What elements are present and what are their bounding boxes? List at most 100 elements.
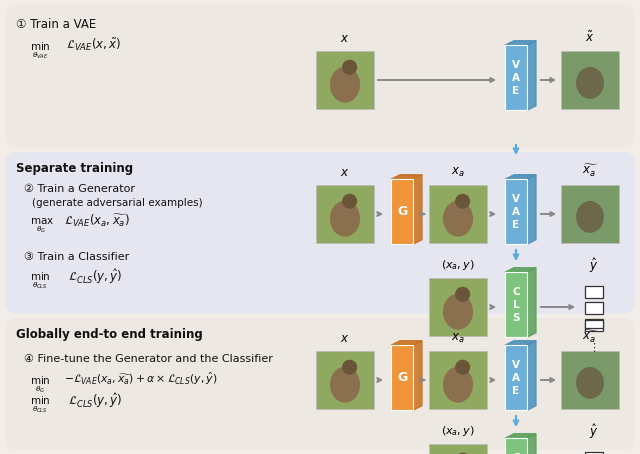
Text: $\widetilde{x_a}$: $\widetilde{x_a}$ <box>582 163 598 179</box>
Text: G: G <box>397 205 407 218</box>
FancyBboxPatch shape <box>5 4 635 148</box>
Ellipse shape <box>342 360 357 375</box>
Polygon shape <box>527 341 536 410</box>
Text: A: A <box>512 207 520 217</box>
Ellipse shape <box>342 194 357 209</box>
Text: $\mathcal{L}_{CLS}(y, \hat{y})$: $\mathcal{L}_{CLS}(y, \hat{y})$ <box>68 267 122 286</box>
Ellipse shape <box>576 201 604 233</box>
Bar <box>505 179 527 244</box>
Bar <box>429 444 487 454</box>
Text: Globally end-to end training: Globally end-to end training <box>16 328 203 341</box>
Text: $-\mathcal{L}_{VAE}(x_a, \widetilde{x_a}) + \alpha \times \mathcal{L}_{CLS}(y, \: $-\mathcal{L}_{VAE}(x_a, \widetilde{x_a}… <box>64 371 218 387</box>
Bar <box>585 286 603 297</box>
Bar <box>561 51 619 109</box>
Text: $x$: $x$ <box>340 332 349 345</box>
Text: $x$: $x$ <box>340 166 349 179</box>
Bar <box>429 185 487 243</box>
Bar <box>585 302 603 314</box>
Text: A: A <box>512 73 520 83</box>
FancyBboxPatch shape <box>5 318 635 450</box>
Text: $\tilde{x}$: $\tilde{x}$ <box>586 31 595 45</box>
Polygon shape <box>391 175 422 179</box>
Text: $\mathcal{L}_{CLS}(y, \hat{y})$: $\mathcal{L}_{CLS}(y, \hat{y})$ <box>68 391 122 410</box>
Text: E: E <box>513 220 520 230</box>
Text: $(x_a, y)$: $(x_a, y)$ <box>441 258 475 272</box>
Text: V: V <box>512 60 520 70</box>
Ellipse shape <box>455 194 470 209</box>
Text: G: G <box>397 371 407 384</box>
Text: $\hat{y}$: $\hat{y}$ <box>589 256 598 275</box>
Text: $\widetilde{x_a}$: $\widetilde{x_a}$ <box>582 329 598 345</box>
Bar <box>561 185 619 243</box>
Ellipse shape <box>455 360 470 375</box>
Ellipse shape <box>576 367 604 399</box>
Text: C: C <box>512 453 520 454</box>
Bar <box>585 320 603 328</box>
Bar <box>561 351 619 409</box>
Ellipse shape <box>330 67 360 103</box>
Polygon shape <box>413 175 422 244</box>
Text: ② Train a Generator: ② Train a Generator <box>24 184 135 194</box>
Text: $\hat{y}$: $\hat{y}$ <box>589 422 598 441</box>
Polygon shape <box>505 175 536 179</box>
Polygon shape <box>527 41 536 110</box>
Bar <box>505 345 527 410</box>
Text: $x_a$: $x_a$ <box>451 166 465 179</box>
Polygon shape <box>527 175 536 244</box>
Text: V: V <box>512 194 520 204</box>
Text: $\mathcal{L}_{VAE}(x, \tilde{x})$: $\mathcal{L}_{VAE}(x, \tilde{x})$ <box>66 37 121 54</box>
Text: (generate adversarial examples): (generate adversarial examples) <box>32 198 203 208</box>
Polygon shape <box>505 41 536 45</box>
Text: $\max_{\theta_G}$: $\max_{\theta_G}$ <box>30 216 54 235</box>
Bar <box>391 179 413 244</box>
Text: ① Train a VAE: ① Train a VAE <box>16 18 96 31</box>
Polygon shape <box>505 341 536 345</box>
Text: S: S <box>512 313 520 323</box>
Bar <box>505 45 527 110</box>
Text: $\mathcal{L}_{VAE}(x_a, \widetilde{x_a})$: $\mathcal{L}_{VAE}(x_a, \widetilde{x_a})… <box>64 213 130 229</box>
Ellipse shape <box>443 294 473 330</box>
Text: V: V <box>512 360 520 370</box>
Text: $x_a$: $x_a$ <box>451 332 465 345</box>
Text: ③ Train a Classifier: ③ Train a Classifier <box>24 252 129 262</box>
Bar <box>429 351 487 409</box>
Text: A: A <box>512 373 520 383</box>
Text: $\min_{\theta_{CLS}}$: $\min_{\theta_{CLS}}$ <box>30 394 51 415</box>
Bar <box>316 351 374 409</box>
Bar <box>505 438 527 454</box>
Polygon shape <box>505 434 536 438</box>
Ellipse shape <box>342 59 357 75</box>
Text: ④ Fine-tune the Generator and the Classifier: ④ Fine-tune the Generator and the Classi… <box>24 354 273 364</box>
Text: $\min_{\theta_G}$: $\min_{\theta_G}$ <box>30 374 51 395</box>
Text: $\min_{\theta_{VAE}}$: $\min_{\theta_{VAE}}$ <box>30 40 51 61</box>
Polygon shape <box>391 341 422 345</box>
Ellipse shape <box>576 67 604 99</box>
Bar <box>429 278 487 336</box>
Polygon shape <box>505 268 536 272</box>
Text: $\min_{\theta_{CLS}}$: $\min_{\theta_{CLS}}$ <box>30 270 51 291</box>
Ellipse shape <box>443 201 473 237</box>
Text: E: E <box>513 86 520 96</box>
Polygon shape <box>413 341 422 410</box>
Text: ⋮: ⋮ <box>588 343 600 353</box>
Ellipse shape <box>330 201 360 237</box>
Text: E: E <box>513 386 520 396</box>
Polygon shape <box>527 434 536 454</box>
Bar <box>316 185 374 243</box>
Text: $x$: $x$ <box>340 32 349 45</box>
Bar <box>391 345 413 410</box>
Text: L: L <box>513 300 519 310</box>
Text: C: C <box>512 287 520 297</box>
Bar <box>505 272 527 337</box>
Ellipse shape <box>330 367 360 403</box>
Ellipse shape <box>455 286 470 302</box>
Text: $(x_a, y)$: $(x_a, y)$ <box>441 424 475 438</box>
Ellipse shape <box>443 367 473 403</box>
Bar <box>316 51 374 109</box>
Polygon shape <box>527 268 536 337</box>
Text: Separate training: Separate training <box>16 162 133 175</box>
Bar <box>585 319 603 331</box>
Ellipse shape <box>455 453 470 454</box>
Bar <box>585 452 603 454</box>
FancyBboxPatch shape <box>5 152 635 314</box>
